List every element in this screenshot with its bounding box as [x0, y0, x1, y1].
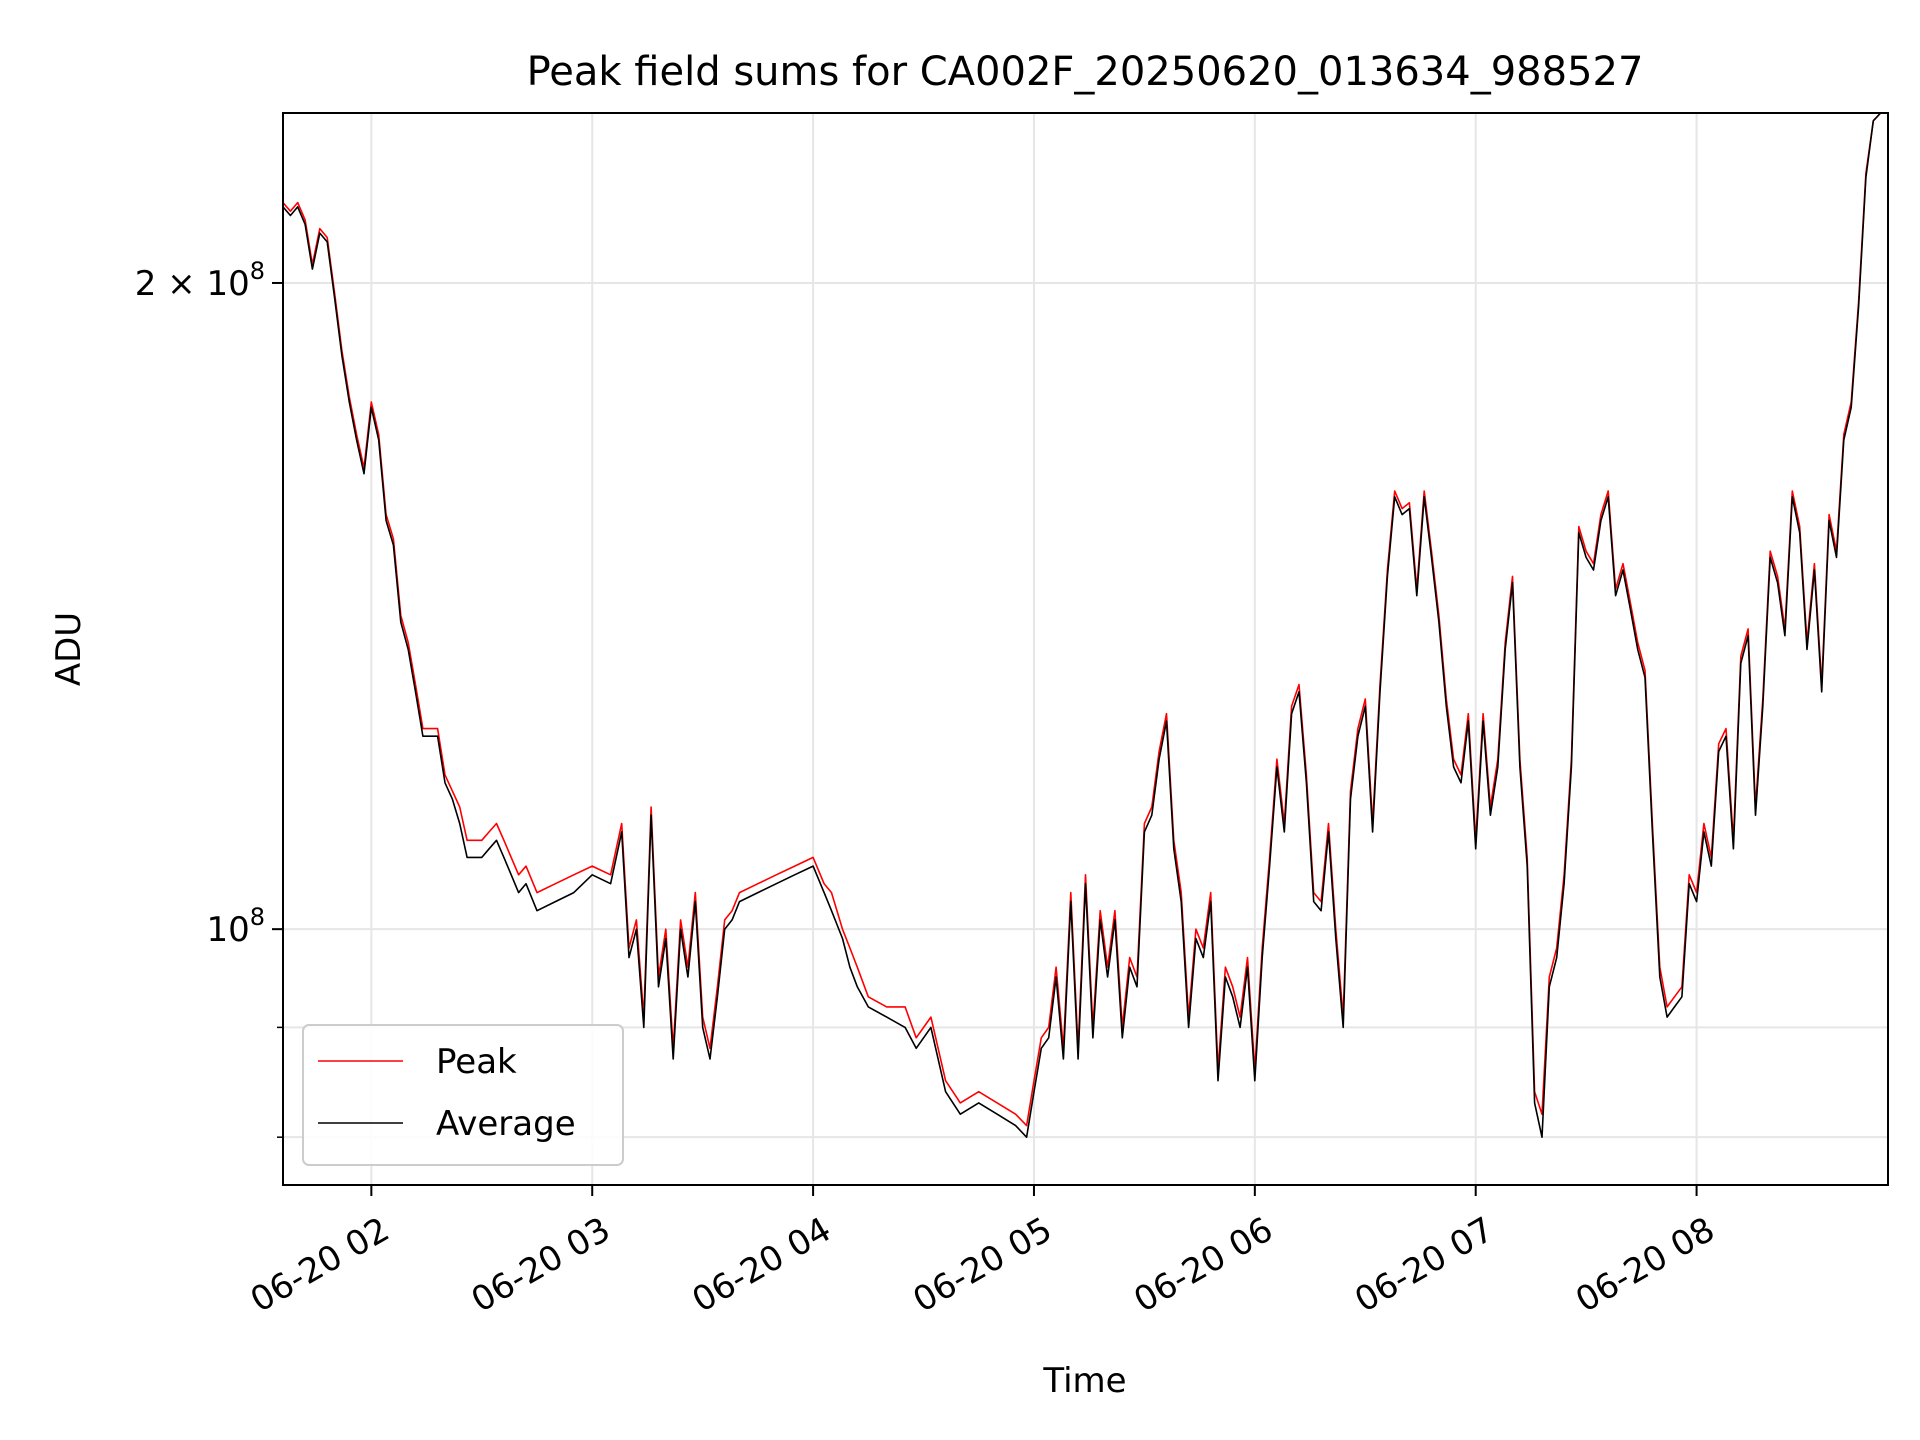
legend-label-peak: Peak	[436, 1042, 517, 1082]
y-axis-label: ADU	[49, 612, 89, 686]
plot-frame	[282, 112, 1889, 1186]
chart-title: Peak field sums for CA002F_20250620_0136…	[527, 49, 1644, 95]
x-axis-label: Time	[1042, 1361, 1126, 1401]
y-tick-label: 2 × 108	[135, 257, 265, 304]
legend-box	[302, 1024, 624, 1166]
legend-label-average: Average	[436, 1104, 576, 1144]
y-tick-label: 108	[206, 903, 265, 950]
legend: Peak Average	[302, 1024, 624, 1166]
series-layer	[282, 112, 1888, 1138]
series-line-average	[282, 112, 1888, 1138]
